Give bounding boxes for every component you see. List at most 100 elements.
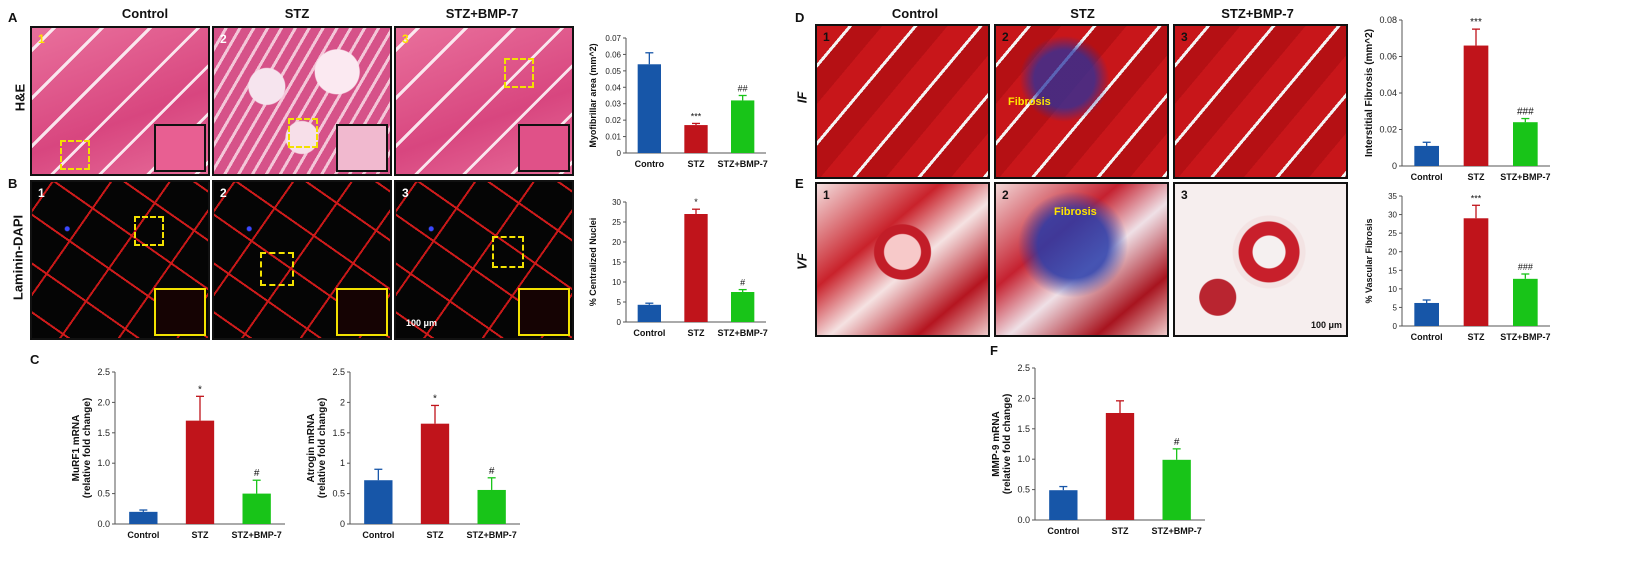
image-number: 3 [1181, 188, 1188, 202]
x-tick-label: Control [1047, 526, 1079, 536]
x-tick-label: Control [1411, 332, 1443, 342]
bar-control [1049, 490, 1078, 520]
zoom-inset [154, 124, 206, 172]
significance-marker: # [740, 278, 745, 288]
x-tick-label: STZ [192, 530, 210, 540]
y-tick-label: 30 [1388, 211, 1397, 220]
y-tick-label: 0.08 [1379, 15, 1397, 25]
y-tick-label: 15 [612, 258, 621, 267]
zoom-inset [154, 288, 206, 336]
panel-label-c: C [30, 352, 40, 367]
image-number: 2 [220, 186, 227, 200]
zoom-inset [518, 124, 570, 172]
bar-stz-bmp-7 [731, 100, 755, 153]
y-tick-label: 5 [1393, 303, 1398, 312]
column-title-stz: STZ [284, 6, 310, 21]
y-tick-label: 20 [1388, 248, 1397, 257]
y-tick-label: 0.01 [605, 133, 621, 142]
y-tick-label: 10 [612, 278, 621, 287]
y-tick-label: 0.5 [332, 489, 345, 499]
column-title-control-right: Control [891, 6, 939, 21]
y-tick-label: 25 [612, 218, 621, 227]
y-axis-label-secondary: (relative fold change) [317, 398, 328, 499]
panel-label-d: D [795, 10, 805, 25]
y-axis-label: Atrogin mRNA [306, 414, 317, 483]
bar-stz [684, 214, 708, 322]
bar-stz-bmp-7 [1513, 278, 1538, 326]
row-label-vf: VF [794, 253, 810, 270]
micrograph-laminin-stz: 2 [212, 180, 392, 340]
x-tick-label: STZ [688, 159, 706, 169]
x-tick-label: STZ+BMP-7 [1500, 172, 1550, 182]
x-tick-label: STZ [1468, 332, 1486, 342]
micrograph-he-control: 1 [30, 26, 210, 176]
column-title-stz-bmp7-right: STZ+BMP-7 [1221, 6, 1294, 21]
y-tick-label: 0.07 [605, 34, 621, 43]
significance-marker: * [694, 197, 698, 207]
chart-f-mmp9: 0.0 0.5 1.0 1.5 2.0 2.5 MMP-9 mRNA (relative fo… [991, 363, 1205, 536]
significance-marker: ### [1518, 262, 1533, 272]
y-tick-label: 0.02 [1379, 125, 1397, 135]
significance-marker: *** [1471, 193, 1482, 203]
y-tick-label: 10 [1388, 285, 1397, 294]
significance-marker: ## [738, 84, 748, 94]
bar-control [129, 511, 158, 524]
y-tick-label: 35 [1388, 192, 1397, 201]
zoom-inset [336, 124, 388, 172]
y-tick-label: 1.5 [97, 428, 110, 438]
zoom-region-box [260, 252, 294, 286]
x-tick-label: STZ+BMP-7 [1500, 332, 1550, 342]
image-number: 1 [823, 30, 830, 44]
image-number: 2 [1002, 30, 1009, 44]
panel-label-b: B [8, 176, 18, 191]
y-tick-label: 0.02 [605, 116, 621, 125]
zoom-region-box [60, 140, 90, 170]
y-tick-label: 2 [340, 397, 345, 407]
row-label-he: H&E [12, 83, 28, 112]
chart-b-centralized-nuclei: 0 5 10 15 20 25 30 % Centralized Nuclei Control *… [588, 197, 768, 338]
y-tick-label: 0.0 [1017, 515, 1030, 525]
micrograph-vf-stz: 2 Fibrosis [994, 182, 1169, 337]
micrograph-he-stz-bmp7: 3 [394, 26, 574, 176]
image-number: 1 [38, 186, 45, 200]
y-axis-label-secondary: (relative fold change) [82, 398, 93, 499]
y-tick-label: 15 [1388, 266, 1397, 275]
bar-contro [637, 64, 661, 153]
significance-marker: * [433, 393, 437, 404]
y-tick-label: 0 [340, 519, 345, 529]
significance-marker: # [254, 468, 260, 479]
bar-stz-bmp-7 [242, 493, 271, 524]
fibrosis-annotation: Fibrosis [1008, 96, 1051, 108]
micrograph-if-control: 1 [815, 24, 990, 179]
y-axis-label-secondary: (relative fold change) [1002, 394, 1013, 495]
y-tick-label: 0.05 [605, 67, 621, 76]
significance-marker: * [198, 384, 202, 395]
y-tick-label: 1.0 [1017, 454, 1030, 464]
bar-stz-bmp-7 [477, 489, 506, 524]
y-tick-label: 1.5 [1017, 424, 1030, 434]
bar-stz-bmp-7 [731, 292, 755, 322]
image-number: 3 [1181, 30, 1188, 44]
zoom-region-box [134, 216, 164, 246]
panel-label-a: A [8, 10, 18, 25]
x-tick-label: STZ [427, 530, 445, 540]
x-tick-label: STZ+BMP-7 [467, 530, 517, 540]
column-title-stz-bmp7: STZ+BMP-7 [445, 6, 519, 21]
y-axis-label: % Vascular Fibrosis [1364, 218, 1374, 303]
significance-marker: *** [691, 111, 702, 121]
x-tick-label: Control [362, 530, 394, 540]
image-number: 2 [1002, 188, 1009, 202]
scale-bar-label: 100 μm [1311, 320, 1343, 330]
bar-stz [1105, 412, 1135, 520]
x-tick-label: STZ+BMP-7 [232, 530, 282, 540]
x-tick-label: Control [127, 530, 159, 540]
y-tick-label: 0 [617, 318, 622, 327]
significance-marker: # [489, 466, 495, 477]
row-label-laminin-dapi: Laminin-DAPI [10, 214, 26, 301]
bar-stz [1463, 218, 1489, 326]
significance-marker: ### [1517, 107, 1534, 118]
bar-control [1414, 302, 1439, 326]
image-number: 1 [38, 32, 45, 46]
bar-control [1414, 145, 1439, 166]
chart-c-murf1: 0.0 0.5 1.0 1.5 2.0 2.5 MuRF1 mRNA (relative fo… [71, 367, 285, 540]
